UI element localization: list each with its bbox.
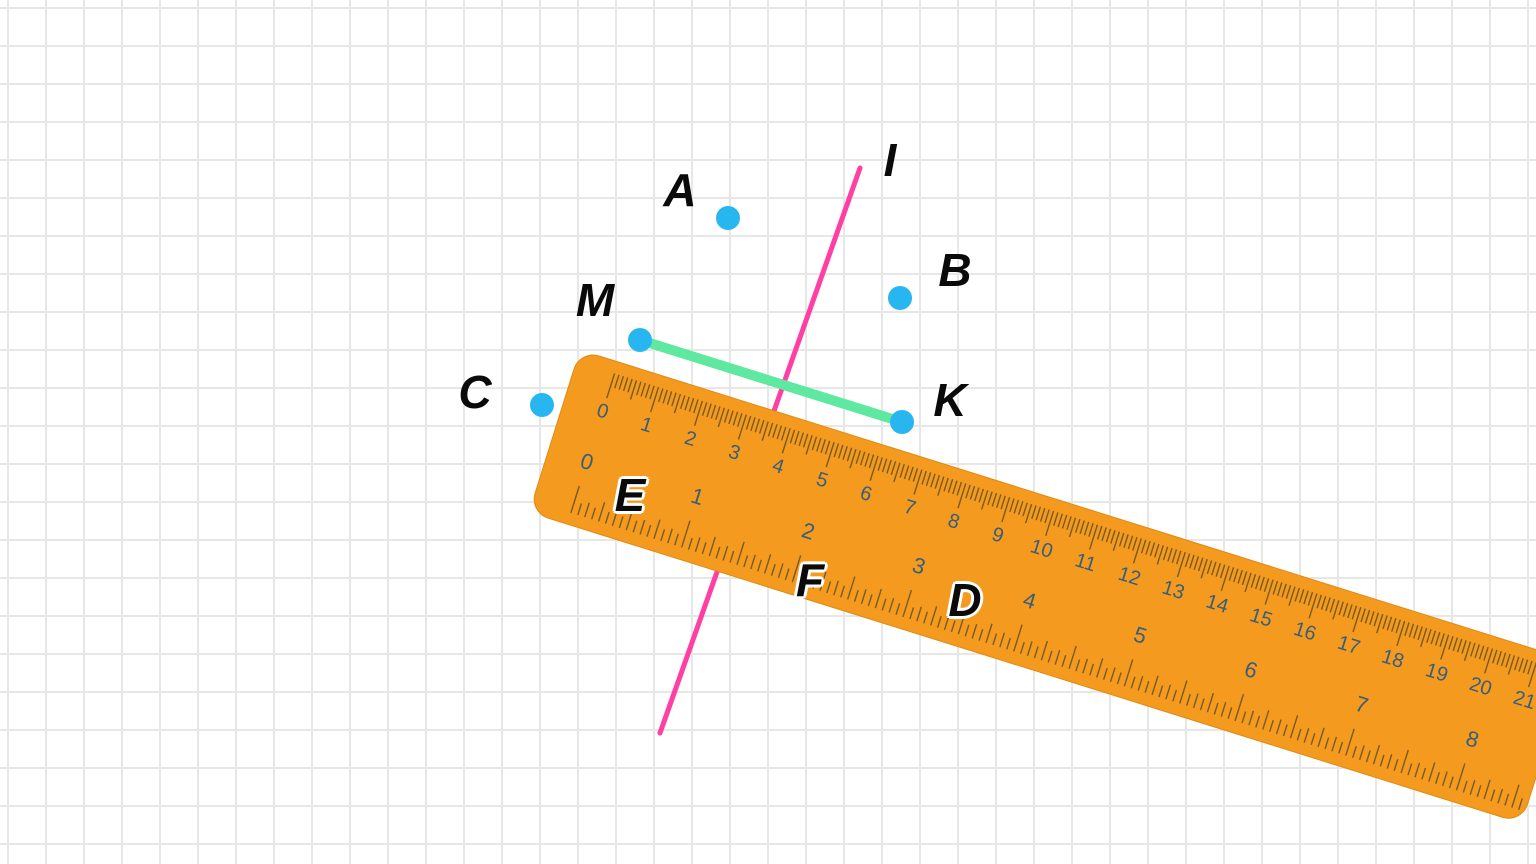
label-k: K — [933, 373, 966, 427]
point-b — [888, 286, 912, 310]
diagram-stage: 0123456789101112131415161718192021012345… — [0, 0, 1536, 864]
label-a: A — [663, 163, 696, 217]
point-a — [716, 206, 740, 230]
label-i: I — [884, 133, 897, 187]
point-k — [890, 410, 914, 434]
label-m: M — [576, 273, 614, 327]
point-c — [530, 393, 554, 417]
label-e: E — [615, 468, 646, 522]
label-b: B — [938, 243, 971, 297]
label-d: D — [948, 573, 981, 627]
label-f: F — [796, 553, 824, 607]
diagram-svg: 0123456789101112131415161718192021012345… — [0, 0, 1536, 864]
point-m — [628, 328, 652, 352]
label-c: C — [458, 365, 491, 419]
